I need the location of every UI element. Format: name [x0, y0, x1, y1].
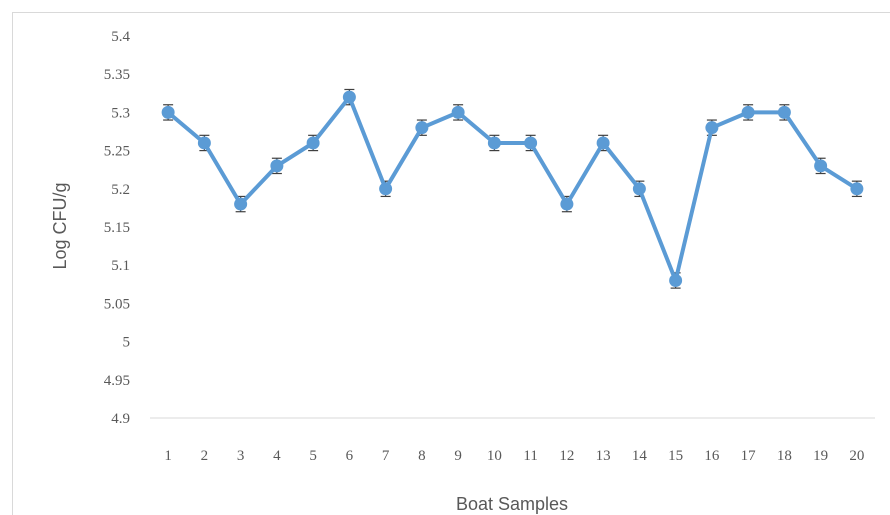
data-point [850, 182, 864, 196]
y-tick-label: 4.9 [111, 411, 130, 427]
error-bars [163, 88, 862, 289]
y-tick-label: 5.3 [111, 105, 130, 121]
y-tick-label: 5 [123, 335, 131, 351]
x-tick-label: 5 [309, 448, 317, 464]
data-point [415, 121, 429, 135]
data-point [197, 136, 211, 150]
y-tick-label: 5.05 [104, 296, 130, 312]
x-tick-label: 8 [418, 448, 426, 464]
x-axis-title: Boat Samples [456, 494, 568, 514]
data-point [524, 136, 538, 150]
data-point [705, 121, 719, 135]
x-tick-label: 1 [164, 448, 172, 464]
y-tick-label: 5.15 [104, 220, 130, 236]
y-tick-label: 5.1 [111, 258, 130, 274]
data-point [560, 197, 574, 211]
data-point [814, 159, 828, 173]
x-tick-label: 9 [454, 448, 462, 464]
x-tick-label: 10 [487, 448, 502, 464]
y-tick-label: 5.4 [111, 29, 130, 45]
x-tick-label: 3 [237, 448, 245, 464]
x-tick-label: 13 [596, 448, 611, 464]
x-tick-label: 17 [741, 448, 757, 464]
y-axis-title: Log CFU/g [50, 182, 70, 269]
x-tick-label: 7 [382, 448, 390, 464]
x-tick-label: 2 [201, 448, 209, 464]
data-point [669, 273, 683, 287]
data-point [306, 136, 320, 150]
data-point [270, 159, 284, 173]
y-tick-label: 4.95 [104, 373, 130, 389]
x-tick-label: 12 [559, 448, 574, 464]
x-tick-label: 19 [813, 448, 828, 464]
data-point [161, 105, 175, 119]
data-point [741, 105, 755, 119]
x-tick-label: 6 [346, 448, 354, 464]
y-tick-label: 5.25 [104, 144, 130, 160]
series-line [166, 95, 858, 283]
y-axis-ticks: 4.9 4.95 5 5.05 5.1 5.15 5.2 5.25 5.3 5.35 5.4 [104, 29, 131, 427]
x-tick-label: 11 [523, 448, 537, 464]
data-points [161, 90, 864, 287]
data-point [451, 105, 465, 119]
data-point [487, 136, 501, 150]
y-tick-label: 5.2 [111, 182, 130, 198]
data-point [596, 136, 610, 150]
x-tick-label: 18 [777, 448, 792, 464]
x-tick-label: 14 [632, 448, 648, 464]
x-tick-label: 4 [273, 448, 281, 464]
x-tick-label: 16 [704, 448, 720, 464]
data-point [777, 105, 791, 119]
x-axis-ticks: 1 2 3 4 5 6 7 8 9 10 11 12 13 14 15 16 17 18 19 20 [164, 448, 864, 464]
data-point [342, 90, 356, 104]
data-point [234, 197, 248, 211]
data-point [379, 182, 393, 196]
x-tick-label: 15 [668, 448, 683, 464]
x-tick-label: 20 [849, 448, 864, 464]
y-tick-label: 5.35 [104, 67, 130, 83]
chart-frame [12, 12, 890, 515]
data-point [632, 182, 646, 196]
